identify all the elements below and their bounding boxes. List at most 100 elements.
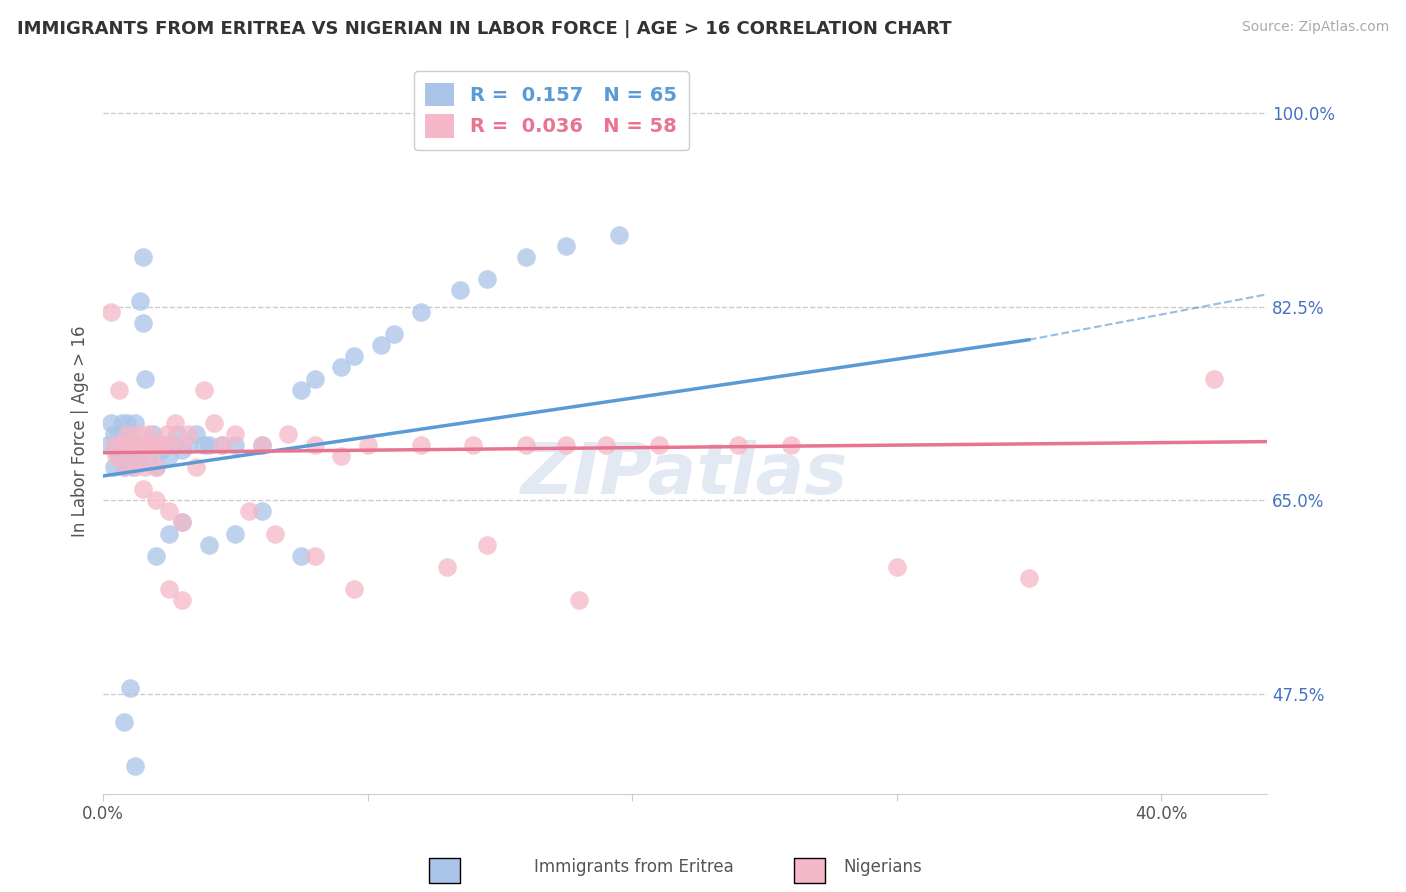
Point xyxy=(118,443,141,458)
Point xyxy=(108,449,131,463)
Point xyxy=(555,438,578,452)
Point xyxy=(124,460,146,475)
Point xyxy=(356,438,378,452)
Point xyxy=(118,681,141,696)
Point xyxy=(105,449,128,463)
Point xyxy=(184,426,207,441)
Point xyxy=(475,538,498,552)
Point xyxy=(100,416,122,430)
Point xyxy=(127,438,149,452)
Point xyxy=(166,426,188,441)
Point xyxy=(105,443,128,458)
Point xyxy=(136,449,159,463)
Point xyxy=(172,438,194,452)
Point xyxy=(463,438,485,452)
Point xyxy=(370,338,392,352)
Point xyxy=(111,416,134,430)
Point xyxy=(153,438,176,452)
Point xyxy=(105,438,128,452)
Point xyxy=(145,549,167,563)
Point xyxy=(160,438,183,452)
Point xyxy=(115,438,138,452)
Point xyxy=(121,438,143,452)
Point xyxy=(211,438,233,452)
Point xyxy=(647,438,669,452)
Text: Immigrants from Eritrea: Immigrants from Eritrea xyxy=(534,858,734,876)
Point xyxy=(250,438,273,452)
Point xyxy=(111,438,134,452)
Point xyxy=(330,360,353,375)
Point xyxy=(184,460,207,475)
Point xyxy=(132,482,155,496)
Point xyxy=(177,426,200,441)
Point xyxy=(304,549,326,563)
Point xyxy=(115,416,138,430)
Point xyxy=(134,460,156,475)
Point xyxy=(277,426,299,441)
Point xyxy=(121,438,143,452)
Point xyxy=(436,559,458,574)
Point xyxy=(132,250,155,264)
Point xyxy=(224,426,246,441)
Point xyxy=(132,438,155,452)
Point xyxy=(172,516,194,530)
Text: Source: ZipAtlas.com: Source: ZipAtlas.com xyxy=(1241,20,1389,34)
Point xyxy=(515,250,537,264)
Point xyxy=(172,516,194,530)
Point xyxy=(607,227,630,242)
Point xyxy=(304,371,326,385)
Point xyxy=(264,526,287,541)
Point xyxy=(224,526,246,541)
Point xyxy=(115,426,138,441)
Point xyxy=(727,438,749,452)
Point xyxy=(157,504,180,518)
Point xyxy=(475,272,498,286)
Point xyxy=(124,443,146,458)
Point xyxy=(449,283,471,297)
Point xyxy=(157,526,180,541)
Point xyxy=(250,504,273,518)
Point xyxy=(145,493,167,508)
Point xyxy=(129,443,152,458)
Point xyxy=(157,582,180,596)
Point xyxy=(177,438,200,452)
Point xyxy=(250,438,273,452)
Point xyxy=(193,383,215,397)
Point xyxy=(150,443,173,458)
Point xyxy=(112,460,135,475)
Point xyxy=(409,305,432,319)
Point xyxy=(112,443,135,458)
Point xyxy=(132,316,155,330)
Point xyxy=(124,416,146,430)
Point xyxy=(290,383,312,397)
Point xyxy=(157,449,180,463)
Point xyxy=(112,714,135,729)
Point xyxy=(409,438,432,452)
Point xyxy=(290,549,312,563)
Point xyxy=(127,454,149,468)
Point xyxy=(595,438,617,452)
Point xyxy=(145,460,167,475)
Point xyxy=(211,438,233,452)
Point xyxy=(112,460,135,475)
Point xyxy=(127,426,149,441)
Y-axis label: In Labor Force | Age > 16: In Labor Force | Age > 16 xyxy=(72,326,89,537)
Point xyxy=(1202,371,1225,385)
Point xyxy=(103,460,125,475)
Point xyxy=(163,416,186,430)
Point xyxy=(142,426,165,441)
Text: ZIPatlas: ZIPatlas xyxy=(522,440,849,509)
Point xyxy=(202,416,225,430)
Point xyxy=(304,438,326,452)
Point xyxy=(779,438,801,452)
Text: IMMIGRANTS FROM ERITREA VS NIGERIAN IN LABOR FORCE | AGE > 16 CORRELATION CHART: IMMIGRANTS FROM ERITREA VS NIGERIAN IN L… xyxy=(17,20,952,37)
Point xyxy=(155,426,177,441)
Point xyxy=(157,438,180,452)
Point xyxy=(886,559,908,574)
Point xyxy=(97,438,120,452)
Point xyxy=(139,443,162,458)
Point xyxy=(136,426,159,441)
Point xyxy=(382,327,405,342)
Point xyxy=(343,582,366,596)
Point xyxy=(330,449,353,463)
